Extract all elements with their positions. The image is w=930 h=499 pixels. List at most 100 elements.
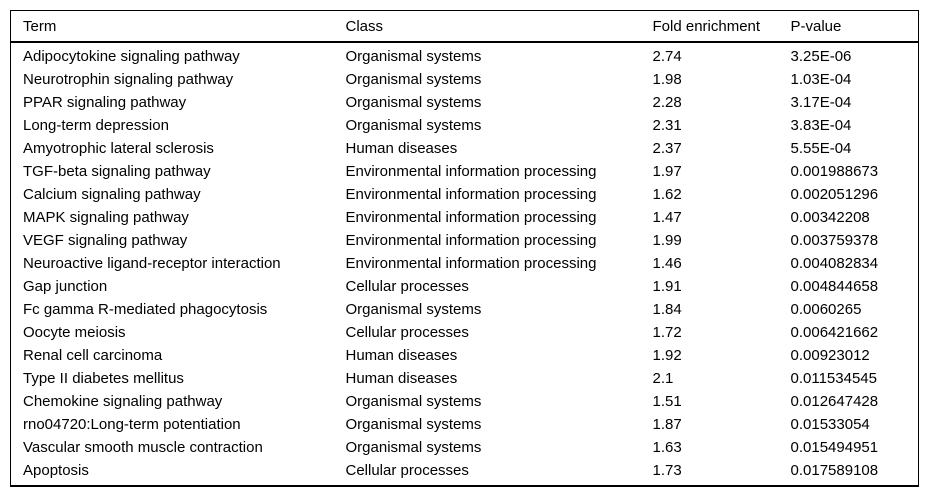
enrichment-table-container: Term Class Fold enrichment P-value Adipo… <box>10 10 919 487</box>
fold-enrichment-cell: 1.73 <box>652 462 682 479</box>
table-row: Amyotrophic lateral sclerosis Human dise… <box>11 137 919 160</box>
table-row: VEGF signaling pathway Environmental inf… <box>11 229 919 252</box>
term-cell: PPAR signaling pathway <box>23 94 187 111</box>
fold-enrichment-cell: 2.1 <box>652 370 674 387</box>
table-row: Calcium signaling pathway Environmental … <box>11 183 919 206</box>
table-row: Vascular smooth muscle contraction Organ… <box>11 436 919 459</box>
p-value-cell: 0.004082834 <box>790 255 879 272</box>
class-cell: Human diseases <box>345 347 458 364</box>
fold-enrichment-cell: 1.47 <box>652 209 682 226</box>
term-cell: rno04720:Long-term potentiation <box>23 416 241 433</box>
table-row: Apoptosis Cellular processes 1.73 0.0175… <box>11 459 919 486</box>
fold-enrichment-cell: 1.63 <box>652 439 682 456</box>
class-cell: Organismal systems <box>345 301 482 318</box>
table-row: Neuroactive ligand-receptor interaction … <box>11 252 919 275</box>
class-cell: Environmental information processing <box>345 163 597 180</box>
table-row: TGF-beta signaling pathway Environmental… <box>11 160 919 183</box>
p-value-cell: 0.017589108 <box>790 462 879 479</box>
table-row: Adipocytokine signaling pathway Organism… <box>11 42 919 68</box>
p-value-cell: 1.03E-04 <box>790 71 852 88</box>
term-cell: VEGF signaling pathway <box>23 232 188 249</box>
class-cell: Cellular processes <box>345 278 469 295</box>
class-cell: Environmental information processing <box>345 232 597 249</box>
table-row: Long-term depression Organismal systems … <box>11 114 919 137</box>
class-cell: Environmental information processing <box>345 186 597 203</box>
fold-enrichment-cell: 2.37 <box>652 140 682 157</box>
table-header: Term Class Fold enrichment P-value <box>10 10 919 43</box>
header-row: Term Class Fold enrichment P-value <box>10 10 919 43</box>
term-cell: Long-term depression <box>23 117 169 134</box>
term-cell: Oocyte meiosis <box>23 324 126 341</box>
term-cell: Vascular smooth muscle contraction <box>23 439 263 456</box>
fold-enrichment-cell: 1.98 <box>652 71 682 88</box>
class-cell: Environmental information processing <box>345 255 597 272</box>
class-cell: Organismal systems <box>345 416 482 433</box>
table-body: Adipocytokine signaling pathway Organism… <box>11 42 919 486</box>
term-cell: Amyotrophic lateral sclerosis <box>23 140 214 157</box>
term-cell: Apoptosis <box>23 462 89 479</box>
p-value-cell: 0.0060265 <box>790 301 862 318</box>
p-value-cell: 0.012647428 <box>790 393 879 410</box>
p-value-cell: 0.015494951 <box>790 439 879 456</box>
table-row: rno04720:Long-term potentiation Organism… <box>11 413 919 436</box>
term-cell: Neuroactive ligand-receptor interaction <box>23 255 281 272</box>
p-value-cell: 0.00342208 <box>790 209 870 226</box>
fold-enrichment-cell: 1.92 <box>652 347 682 364</box>
table-row: Fc gamma R-mediated phagocytosis Organis… <box>11 298 919 321</box>
fold-enrichment-cell: 1.46 <box>652 255 682 272</box>
p-value-cell: 3.25E-06 <box>790 48 852 65</box>
fold-enrichment-cell: 1.84 <box>652 301 682 318</box>
p-value-cell: 3.17E-04 <box>790 94 852 111</box>
table-row: Neurotrophin signaling pathway Organisma… <box>11 68 919 91</box>
table-row: PPAR signaling pathway Organismal system… <box>11 91 919 114</box>
column-header-term: Term <box>10 10 346 43</box>
p-value-cell: 0.006421662 <box>790 324 879 341</box>
p-value-cell: 0.003759378 <box>790 232 879 249</box>
term-cell: Adipocytokine signaling pathway <box>23 48 240 65</box>
fold-enrichment-cell: 1.99 <box>652 232 682 249</box>
class-cell: Organismal systems <box>345 117 482 134</box>
column-header-p-value: P-value <box>790 10 919 43</box>
term-cell: MAPK signaling pathway <box>23 209 189 226</box>
column-header-fold-enrichment: Fold enrichment <box>652 10 791 43</box>
term-cell: TGF-beta signaling pathway <box>23 163 211 180</box>
p-value-cell: 0.01533054 <box>790 416 870 433</box>
fold-enrichment-cell: 1.97 <box>652 163 682 180</box>
term-cell: Calcium signaling pathway <box>23 186 201 203</box>
enrichment-table: Term Class Fold enrichment P-value Adipo… <box>10 10 919 487</box>
fold-enrichment-cell: 2.31 <box>652 117 682 134</box>
class-cell: Organismal systems <box>345 48 482 65</box>
term-cell: Type II diabetes mellitus <box>23 370 184 387</box>
p-value-cell: 0.004844658 <box>790 278 879 295</box>
class-cell: Organismal systems <box>345 439 482 456</box>
p-value-cell: 3.83E-04 <box>790 117 852 134</box>
class-cell: Human diseases <box>345 140 458 157</box>
class-cell: Environmental information processing <box>345 209 597 226</box>
term-cell: Gap junction <box>23 278 108 295</box>
table-row: Gap junction Cellular processes 1.91 0.0… <box>11 275 919 298</box>
table-row: Renal cell carcinoma Human diseases 1.92… <box>11 344 919 367</box>
p-value-cell: 0.011534545 <box>790 370 877 387</box>
fold-enrichment-cell: 1.62 <box>652 186 682 203</box>
term-cell: Renal cell carcinoma <box>23 347 163 364</box>
table-row: MAPK signaling pathway Environmental inf… <box>11 206 919 229</box>
fold-enrichment-cell: 1.51 <box>652 393 682 410</box>
fold-enrichment-cell: 2.74 <box>652 48 682 65</box>
fold-enrichment-cell: 1.72 <box>652 324 682 341</box>
column-header-class: Class <box>345 10 653 43</box>
table-row: Chemokine signaling pathway Organismal s… <box>11 390 919 413</box>
class-cell: Organismal systems <box>345 71 482 88</box>
fold-enrichment-cell: 1.91 <box>652 278 682 295</box>
table-row: Type II diabetes mellitus Human diseases… <box>11 367 919 390</box>
class-cell: Cellular processes <box>345 324 469 341</box>
fold-enrichment-cell: 2.28 <box>652 94 682 111</box>
fold-enrichment-cell: 1.87 <box>652 416 682 433</box>
class-cell: Human diseases <box>345 370 458 387</box>
p-value-cell: 5.55E-04 <box>790 140 852 157</box>
class-cell: Cellular processes <box>345 462 469 479</box>
term-cell: Chemokine signaling pathway <box>23 393 223 410</box>
class-cell: Organismal systems <box>345 393 482 410</box>
term-cell: Neurotrophin signaling pathway <box>23 71 234 88</box>
class-cell: Organismal systems <box>345 94 482 111</box>
table-row: Oocyte meiosis Cellular processes 1.72 0… <box>11 321 919 344</box>
